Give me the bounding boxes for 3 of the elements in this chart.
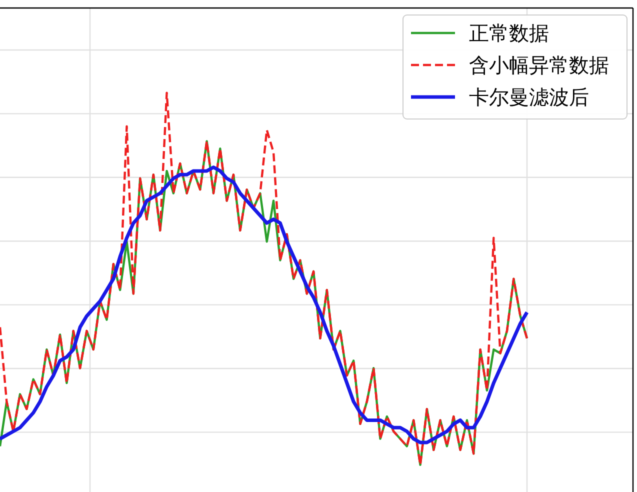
legend-label: 卡尔曼滤波后: [469, 85, 589, 109]
legend-label: 含小幅异常数据: [469, 53, 609, 77]
legend-label: 正常数据: [469, 21, 549, 45]
